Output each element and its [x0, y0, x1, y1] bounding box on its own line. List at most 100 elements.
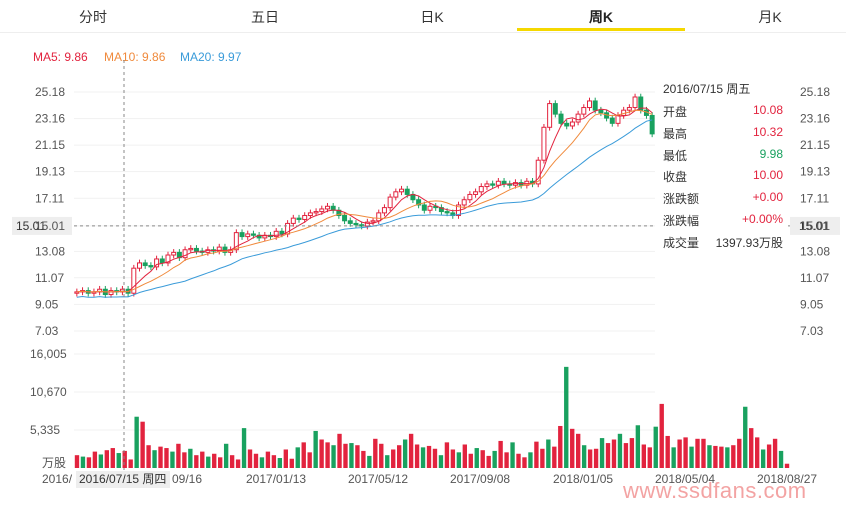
volume-bar	[277, 458, 283, 468]
price-tick-right: 15.01	[800, 219, 830, 233]
volume-bar	[152, 450, 157, 468]
tab-weekly-k[interactable]: 周K	[517, 0, 685, 31]
volume-bar	[319, 439, 324, 468]
candle-body	[416, 199, 422, 206]
ma20-line	[76, 119, 653, 298]
volume-bar	[188, 448, 193, 468]
volume-bar	[110, 448, 115, 468]
tab-intraday[interactable]: 分时	[79, 9, 107, 25]
candle-body	[387, 196, 393, 209]
volume-bar	[289, 458, 294, 468]
volume-bar	[605, 443, 611, 468]
volume-tick: 5,335	[30, 423, 60, 437]
volume-bar	[587, 449, 593, 468]
price-tick-left: 11.07	[35, 271, 64, 285]
info-value: 10.00	[752, 168, 783, 182]
volume-tick: 10,670	[30, 385, 67, 399]
volume-bar	[307, 452, 312, 468]
tab-monthly-k[interactable]: 月K	[758, 9, 782, 25]
volume-bar	[241, 428, 247, 468]
candle-body	[421, 204, 427, 211]
candle-body	[535, 159, 541, 185]
volume-bar	[611, 439, 617, 468]
price-tick-right: 13.08	[800, 244, 830, 258]
price-tick-left: 23.16	[35, 112, 65, 126]
candle-body	[262, 234, 268, 239]
candle-body	[108, 290, 114, 296]
x-tick-label: 2016/	[42, 472, 73, 486]
info-key: 开盘	[663, 105, 688, 119]
candle-body	[478, 186, 484, 193]
price-tick-left: 19.13	[35, 165, 65, 179]
volume-bar	[385, 455, 390, 468]
volume-bar	[295, 447, 300, 468]
volume-bar	[623, 443, 629, 468]
info-key: 涨跌额	[663, 192, 700, 206]
volume-bar	[468, 453, 473, 468]
volume-bar	[80, 456, 86, 468]
volume-bar	[432, 448, 438, 468]
price-tick-right: 19.13	[800, 165, 830, 179]
price-tick-left: 21.15	[35, 138, 65, 152]
price-tick-left: 17.11	[35, 191, 64, 205]
volume-bar	[671, 447, 676, 468]
volume-bar	[367, 455, 372, 468]
volume-bar	[122, 450, 127, 468]
volume-bar	[540, 448, 545, 468]
candle-body	[324, 205, 330, 210]
volume-bar	[492, 450, 497, 468]
info-key: 最低	[663, 149, 688, 163]
candle-body	[307, 212, 313, 217]
volume-bar	[784, 463, 790, 468]
x-tick-label: 2018/05/04	[655, 472, 715, 486]
volume-bar	[414, 444, 420, 468]
candle-body	[193, 247, 199, 252]
volume-bar	[331, 445, 336, 468]
volume-bar	[707, 445, 712, 468]
x-tick-label: 2017/05/12	[348, 472, 408, 486]
crosshair-date-label-bg	[76, 471, 170, 488]
info-row-change: 涨跌额 +0.00	[663, 190, 783, 206]
volume-bar	[402, 439, 408, 468]
x-tick-label: 2018/08/27	[757, 472, 817, 486]
volume-unit-label: 万股	[42, 456, 66, 470]
volume-bar	[176, 443, 181, 468]
volume-bar	[772, 438, 778, 468]
info-key: 收盘	[663, 170, 688, 184]
volume-bar	[665, 435, 670, 468]
volume-bar	[570, 428, 575, 468]
volume-bar	[128, 459, 133, 468]
x-tick-label: 2017/09/08	[450, 472, 510, 486]
volume-bar	[116, 453, 121, 468]
volume-bar	[462, 444, 467, 468]
volume-bar	[617, 433, 623, 468]
volume-bar	[373, 438, 378, 468]
x-tick-label: 2018/01/05	[553, 472, 613, 486]
candlesticks	[74, 93, 655, 298]
volume-bar	[766, 444, 772, 468]
volume-bar	[235, 459, 241, 468]
volume-bar	[200, 451, 205, 468]
volume-bar	[683, 437, 688, 468]
candle-body	[626, 107, 632, 111]
crosshair-price-label-bg-left	[12, 216, 72, 235]
x-tick-label: 2017/01/13	[246, 472, 306, 486]
candle-body	[501, 180, 507, 185]
candle-body	[581, 107, 587, 115]
candle-body	[188, 247, 194, 251]
candle-body	[359, 224, 365, 227]
x-tick-label: 09/16	[172, 472, 202, 486]
tab-five-day[interactable]: 五日	[251, 9, 279, 25]
volume-bar	[74, 455, 80, 468]
candle-body	[484, 183, 490, 188]
candle-body	[461, 199, 467, 206]
volume-bar	[677, 439, 682, 468]
candle-body	[558, 113, 564, 124]
info-value: +0.00%	[741, 212, 783, 226]
candle-body	[632, 96, 638, 109]
tab-daily-k[interactable]: 日K	[420, 9, 444, 25]
info-date: 2016/07/15 周五	[663, 82, 751, 96]
info-row-high: 最高 10.32	[663, 125, 783, 141]
price-tick-right: 21.15	[800, 138, 830, 152]
